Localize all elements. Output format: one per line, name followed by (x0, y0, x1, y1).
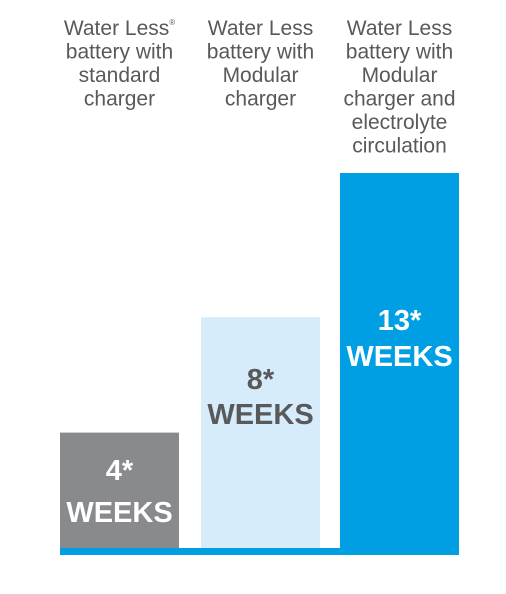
value-label-3-line-1: 13* (378, 305, 422, 337)
bar-1 (60, 432, 179, 549)
bar-2 (201, 317, 320, 549)
category-label-3-line-3: Modular (362, 64, 438, 87)
category-label-1-line-2: battery with (66, 41, 173, 64)
category-label-3-line-4: charger and (343, 88, 455, 111)
category-label-2-line-4: charger (225, 88, 296, 111)
category-label-2-line-2: battery with (207, 41, 314, 64)
value-label-3-line-2: WEEKS (346, 341, 452, 373)
x-axis-baseline (60, 548, 459, 555)
category-label-3-line-6: circulation (352, 135, 447, 158)
registered-mark: ® (169, 18, 175, 27)
bar-3 (340, 173, 459, 549)
category-label-1-line-1: Water Less® (64, 17, 175, 40)
category-label-1-line-3: standard (79, 64, 161, 87)
category-label-2-line-3: Modular (223, 64, 299, 87)
value-label-2-line-2: WEEKS (207, 399, 313, 431)
category-label-3-line-1: Water Less (347, 17, 452, 40)
category-label-3-line-2: battery with (346, 41, 453, 64)
value-label-2-line-1: 8* (247, 364, 275, 396)
category-label-2-line-1: Water Less (208, 17, 313, 40)
category-label-3-line-5: electrolyte (352, 111, 448, 134)
value-label-1-line-1: 4* (106, 455, 134, 487)
value-label-1-line-2: WEEKS (66, 497, 172, 529)
category-label-1-line-4: charger (84, 88, 155, 111)
